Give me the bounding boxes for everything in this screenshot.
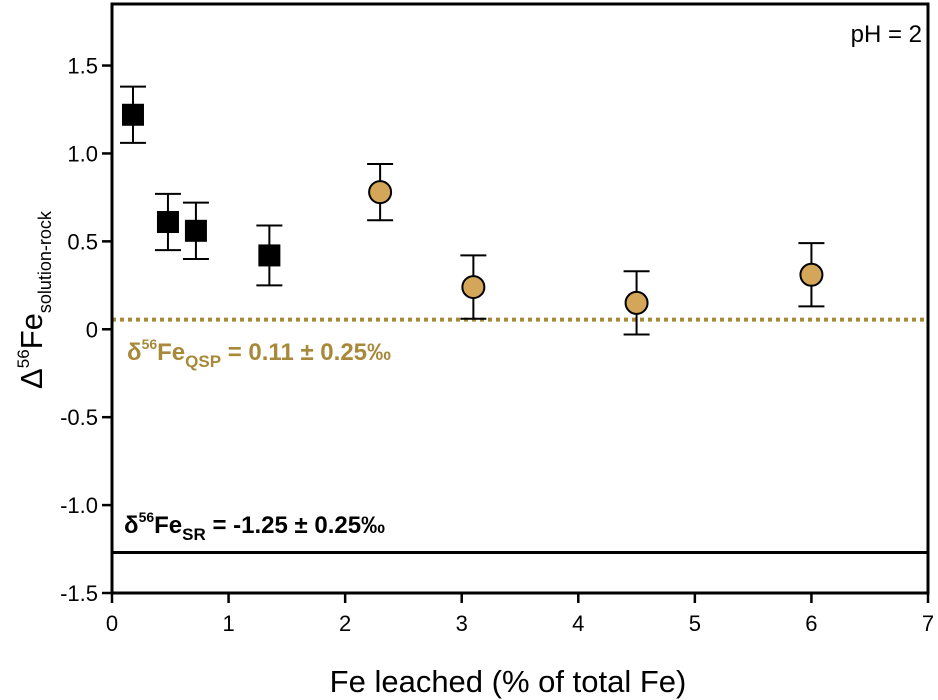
data-point [256, 224, 283, 287]
y-axis-title-sub: solution-rock [35, 210, 55, 313]
x-tick-label: 7 [922, 611, 934, 636]
qsp-label-value: = 0.11 ± 0.25‰ [221, 339, 391, 366]
x-tick-label: 4 [572, 611, 584, 636]
data-point [182, 201, 209, 260]
qsp-label: δ56FeQSP = 0.11 ± 0.25‰ [127, 336, 391, 371]
qsp-label-sub: QSP [185, 352, 221, 371]
y-tick-label: 1.5 [67, 54, 98, 79]
y-axis-title-prefix: Δ [14, 368, 49, 389]
x-tick-label: 1 [222, 611, 234, 636]
sr-label-main: Fe [154, 512, 182, 539]
square-marker [156, 211, 179, 234]
x-tick-label: 0 [106, 611, 118, 636]
y-tick-label: -0.5 [60, 405, 98, 430]
data-point [623, 270, 650, 336]
x-tick-label: 3 [456, 611, 468, 636]
sr-label-sup: 56 [139, 509, 155, 525]
tick-labels: 0 1 2 3 4 5 6 71.51.00.50-0.5-1.0-1.5 [60, 54, 934, 636]
data-point [367, 162, 394, 222]
qsp-label-main: Fe [157, 339, 185, 366]
data-points [119, 85, 825, 336]
y-tick-label: -1.5 [60, 581, 98, 606]
sr-label: δ56FeSR = -1.25 ± 0.25‰ [124, 509, 385, 544]
data-point [119, 85, 146, 144]
y-tick-label: -1.0 [60, 493, 98, 518]
qsp-label-prefix: δ [127, 339, 142, 366]
circle-marker [799, 262, 824, 287]
y-axis-title-sup: 56 [14, 349, 33, 368]
plot-frame [110, 2, 930, 595]
reference-lines [112, 317, 928, 555]
y-axis-title: Δ56Fesolution-rock [14, 210, 55, 389]
sr-label-prefix: δ [124, 512, 139, 539]
square-marker [121, 103, 144, 126]
data-point [154, 192, 181, 252]
square-marker [184, 219, 207, 242]
y-axis-title-main: Fe [14, 313, 49, 349]
y-tick-label: 1.0 [67, 141, 98, 166]
x-tick-label: 5 [689, 611, 701, 636]
x-tick-label: 2 [339, 611, 351, 636]
sr-label-sub: SR [182, 525, 206, 544]
sr-label-value: = -1.25 ± 0.25‰ [206, 512, 385, 539]
circle-marker [624, 290, 649, 315]
x-tick-label: 6 [805, 611, 817, 636]
qsp-label-sup: 56 [142, 336, 158, 352]
circle-marker [461, 275, 486, 300]
square-marker [258, 244, 281, 267]
x-axis-title: Fe leached (% of total Fe) [330, 664, 687, 699]
axis-ticks [102, 64, 930, 603]
corner-label: pH = 2 [851, 21, 922, 48]
y-tick-label: 0 [86, 317, 98, 342]
y-tick-label: 0.5 [67, 229, 98, 254]
data-point [460, 254, 487, 320]
circle-marker [368, 180, 393, 205]
data-point [798, 242, 825, 308]
